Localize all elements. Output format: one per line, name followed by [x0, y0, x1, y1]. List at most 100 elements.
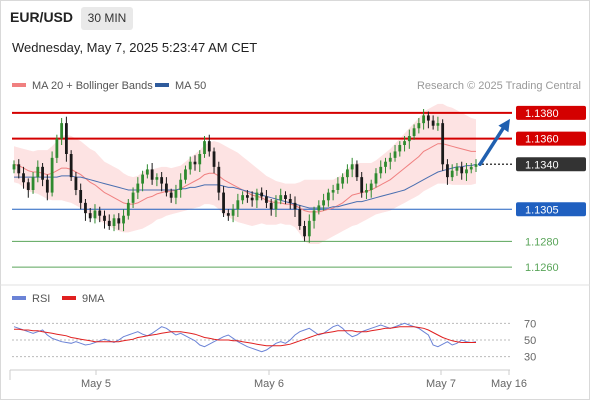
candle-body: [174, 190, 178, 198]
x-tick-label: May 16: [491, 378, 527, 390]
candle: [193, 155, 197, 171]
candle-body: [155, 177, 159, 180]
candle-body: [12, 164, 16, 170]
candle: [293, 196, 297, 217]
candle-body: [203, 141, 206, 154]
candle: [198, 150, 202, 172]
candle: [231, 204, 235, 223]
ma20-swatch: [12, 83, 26, 88]
candle-body: [150, 169, 154, 180]
x-tick-label: May 5: [81, 378, 111, 390]
candle-body: [398, 145, 402, 152]
candle: [88, 208, 92, 223]
candle: [203, 136, 206, 158]
bollinger-fill: [14, 103, 476, 245]
arrow-shaft: [478, 122, 508, 167]
candle-body: [326, 192, 330, 201]
candle-body: [117, 218, 121, 224]
candle-body: [79, 190, 83, 203]
candle: [469, 163, 473, 174]
candle: [431, 115, 435, 130]
candle-body: [355, 164, 359, 178]
candle-body: [293, 202, 297, 210]
candle-body: [198, 154, 202, 165]
candle-body: [460, 166, 464, 174]
candle: [41, 163, 44, 187]
candle: [265, 190, 268, 208]
candle-body: [88, 213, 92, 219]
candle-body: [122, 215, 125, 224]
candle: [398, 141, 402, 157]
level-tag-1.1340: [516, 157, 586, 172]
candle-body: [17, 164, 21, 174]
candle: [279, 188, 283, 205]
candle-body: [74, 177, 78, 190]
rsi-tick-70: 70: [524, 318, 536, 330]
candle: [31, 172, 35, 194]
candle-body: [455, 166, 459, 171]
level-label-1.1360: 1.1360: [525, 134, 559, 146]
symbol-title: EUR/USD: [10, 9, 74, 25]
candle-body: [284, 195, 287, 199]
level-tag-1.1305: [516, 202, 586, 217]
candle: [155, 173, 159, 187]
candle: [60, 118, 64, 145]
candle: [141, 170, 144, 192]
candle-body: [222, 192, 225, 214]
level-labels: 1.1380 1.1360 1.1340 1.1305 1.1280 1.1260: [516, 105, 586, 274]
candle-body: [274, 200, 278, 210]
candle-body: [179, 179, 183, 190]
candle-body: [107, 220, 111, 226]
legend-rsi-label: RSI: [32, 293, 51, 305]
candle-body: [388, 157, 392, 162]
candle-body: [145, 169, 149, 175]
candle-body: [436, 123, 440, 126]
candle-body: [84, 202, 87, 214]
candle: [355, 160, 359, 181]
rsi-9ma-line: [14, 326, 476, 347]
candle-body: [303, 226, 306, 237]
credit-text: Research © 2025 Trading Central: [416, 80, 581, 92]
candle: [36, 160, 40, 183]
candle-body: [50, 157, 54, 193]
candle: [274, 195, 278, 217]
x-tick-label: May 6: [254, 378, 284, 390]
candle: [455, 163, 459, 176]
candle-body: [469, 166, 473, 170]
candle: [222, 186, 225, 217]
candle: [384, 157, 387, 174]
timeframe-button[interactable]: 30 MIN: [81, 7, 133, 30]
candle: [412, 124, 416, 140]
candle-body: [369, 183, 373, 190]
candle-body: [193, 161, 197, 165]
candle-body: [22, 173, 25, 183]
chart-subtitle: Wednesday, May 7, 2025 5:23:47 AM CET: [12, 40, 258, 55]
candle: [84, 199, 87, 221]
candle-body: [169, 192, 173, 198]
candle-body: [312, 210, 316, 221]
candle: [360, 172, 364, 198]
candle-body: [93, 210, 97, 219]
level-tag-1.1360: [516, 131, 586, 146]
legend-ma50: MA 50: [155, 80, 206, 92]
level-tag-1.1380: [516, 105, 586, 120]
arrow-head: [498, 118, 510, 133]
candle: [407, 129, 411, 149]
candle: [93, 204, 97, 224]
candle: [346, 164, 349, 184]
candle-body: [136, 183, 140, 193]
level-label-1.1305: 1.1305: [525, 204, 559, 216]
candle: [136, 177, 140, 199]
candle-body: [160, 177, 164, 184]
candle: [188, 156, 192, 175]
candle: [393, 145, 397, 162]
candle-body: [341, 177, 345, 184]
candle: [369, 179, 373, 198]
legend-9ma-label: 9MA: [82, 293, 105, 305]
level-label-1.1280: 1.1280: [525, 236, 559, 248]
candle: [126, 199, 130, 220]
moving-averages: [13, 143, 477, 213]
candle: [169, 188, 173, 203]
candle-body: [365, 190, 368, 193]
